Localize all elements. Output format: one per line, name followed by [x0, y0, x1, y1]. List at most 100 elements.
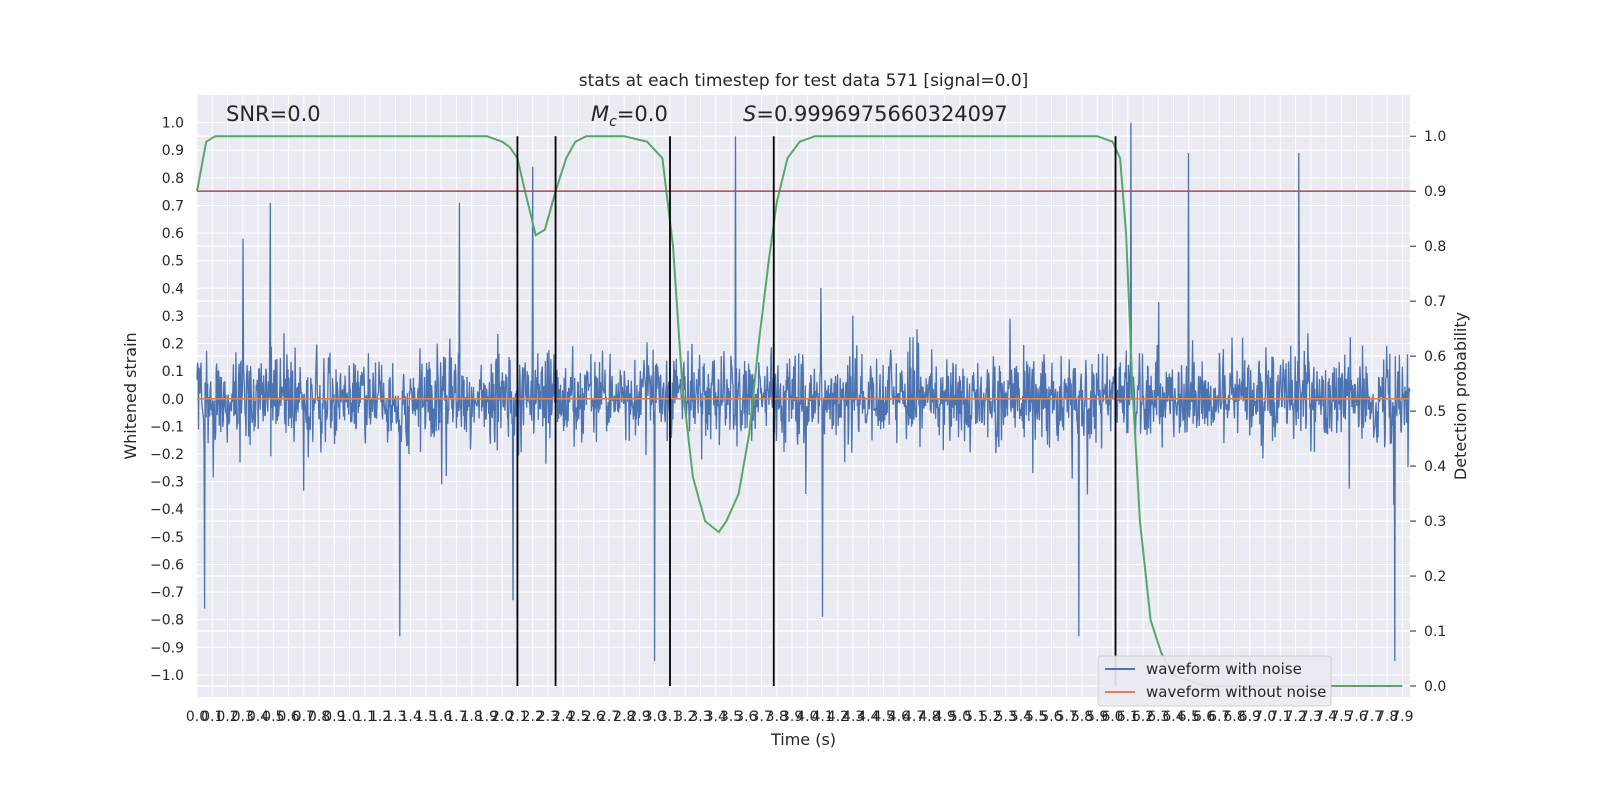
annotation-score-symbol: S — [743, 102, 756, 126]
x-tick-label: 2.3 — [537, 709, 559, 725]
x-tick-label: 0.5 — [262, 709, 284, 725]
x-tick-label: 4.2 — [827, 709, 849, 725]
y-tick-label-left: 0.6 — [162, 226, 184, 242]
x-axis-label: Time (s) — [770, 730, 836, 749]
x-tick-label: 7.5 — [1330, 709, 1352, 725]
y-tick-label-left: −0.8 — [150, 613, 184, 629]
axes: 0.00.10.20.30.40.50.60.70.80.91.01.11.21… — [150, 116, 1446, 725]
annotation-chirp-mass-subscript: c — [609, 114, 617, 130]
x-tick-label: 0.8 — [308, 709, 330, 725]
x-tick-label: 2.1 — [506, 709, 528, 725]
y-tick-label-left: −0.1 — [150, 419, 184, 435]
legend-box — [1097, 655, 1332, 707]
legend: waveform with noise waveform without noi… — [1097, 655, 1332, 707]
y-tick-label-right: 0.5 — [1424, 404, 1446, 420]
x-tick-label: 7.6 — [1345, 709, 1367, 725]
y-tick-label-right: 0.0 — [1424, 679, 1446, 695]
y-tick-label-left: 0.7 — [162, 198, 184, 214]
x-tick-label: 4.6 — [888, 709, 910, 725]
y-tick-label-left: 0.1 — [162, 364, 184, 380]
y-tick-label-left: −0.6 — [150, 557, 184, 573]
y-tick-label-left: 0.8 — [162, 171, 184, 187]
x-tick-label: 2.9 — [628, 709, 650, 725]
detection-probability-line — [196, 135, 1403, 687]
x-tick-label: 4.9 — [934, 709, 956, 725]
y-axis-label-right: Detection probability — [1451, 312, 1470, 480]
x-tick-label: 7.3 — [1300, 709, 1322, 725]
x-tick-label: 5.5 — [1025, 709, 1047, 725]
y-tick-label-right: 0.1 — [1424, 624, 1446, 640]
x-tick-label: 1.9 — [476, 709, 498, 725]
x-tick-label: 5.2 — [979, 709, 1001, 725]
x-tick-label: 0.6 — [277, 709, 299, 725]
x-tick-label: 1.1 — [354, 709, 376, 725]
y-tick-label-left: −0.5 — [150, 530, 184, 546]
x-tick-label: 1.4 — [399, 709, 421, 725]
x-tick-label: 7.0 — [1254, 709, 1276, 725]
x-tick-label: 0.3 — [232, 709, 254, 725]
x-tick-label: 3.6 — [735, 709, 757, 725]
x-tick-label: 1.7 — [445, 709, 467, 725]
x-tick-label: 5.4 — [1010, 709, 1032, 725]
y-tick-label-right: 0.4 — [1424, 459, 1446, 475]
x-tick-label: 1.5 — [415, 709, 437, 725]
vertical-markers — [516, 136, 1117, 687]
x-tick-label: 3.4 — [705, 709, 727, 725]
x-tick-label: 1.0 — [338, 709, 360, 725]
x-tick-label: 3.2 — [674, 709, 696, 725]
y-tick-label-right: 0.7 — [1424, 294, 1446, 310]
x-tick-label: 0.4 — [247, 709, 269, 725]
x-tick-label: 7.9 — [1391, 709, 1413, 725]
y-tick-label-left: 0.2 — [162, 337, 184, 353]
x-tick-label: 6.3 — [1147, 709, 1169, 725]
annotation-chirp-mass: Mc=0.0 — [591, 102, 668, 130]
x-tick-label: 3.0 — [644, 709, 666, 725]
x-tick-label: 7.2 — [1284, 709, 1306, 725]
y-tick-label-left: −0.9 — [150, 640, 184, 656]
x-tick-label: 6.1 — [1117, 709, 1139, 725]
x-tick-label: 1.8 — [461, 709, 483, 725]
series-layer — [196, 135, 1410, 687]
x-tick-label: 3.8 — [766, 709, 788, 725]
y-tick-label-left: 0.5 — [162, 254, 184, 270]
y-tick-label-left: 0.4 — [162, 281, 184, 297]
x-tick-label: 5.0 — [949, 709, 971, 725]
x-tick-label: 5.9 — [1086, 709, 1108, 725]
x-tick-label: 5.6 — [1040, 709, 1062, 725]
x-tick-label: 7.7 — [1361, 709, 1383, 725]
x-tick-label: 2.2 — [522, 709, 544, 725]
y-tick-label-left: −1.0 — [150, 668, 184, 684]
y-tick-label-left: 0.9 — [162, 143, 184, 159]
x-tick-label: 3.9 — [781, 709, 803, 725]
x-tick-label: 7.4 — [1315, 709, 1337, 725]
y-tick-label-right: 0.2 — [1424, 569, 1446, 585]
x-tick-label: 1.2 — [369, 709, 391, 725]
x-tick-label: 3.5 — [720, 709, 742, 725]
x-tick-label: 3.7 — [750, 709, 772, 725]
x-tick-label: 1.3 — [384, 709, 406, 725]
x-tick-label: 3.1 — [659, 709, 681, 725]
x-tick-label: 5.3 — [995, 709, 1017, 725]
y-tick-label-right: 0.9 — [1424, 184, 1446, 200]
y-tick-label-left: 0.0 — [162, 392, 184, 408]
x-tick-label: 4.4 — [857, 709, 879, 725]
chart-title: stats at each timestep for test data 571… — [579, 71, 1029, 91]
x-tick-label: 0.1 — [201, 709, 223, 725]
x-tick-label: 4.3 — [842, 709, 864, 725]
y-tick-label-left: 1.0 — [162, 116, 184, 132]
annotation-chirp-mass-value: =0.0 — [617, 102, 668, 126]
y-tick-label-left: −0.2 — [150, 447, 184, 463]
x-tick-label: 2.7 — [598, 709, 620, 725]
x-tick-label: 4.0 — [796, 709, 818, 725]
x-tick-label: 6.8 — [1223, 709, 1245, 725]
x-tick-label: 4.5 — [872, 709, 894, 725]
y-tick-label-right: 0.3 — [1424, 514, 1446, 530]
x-tick-label: 4.7 — [903, 709, 925, 725]
x-tick-label: 5.7 — [1056, 709, 1078, 725]
waveform-with-noise-line — [196, 122, 1411, 662]
legend-label-waveform-without-noise: waveform without noise — [1146, 683, 1326, 701]
x-tick-label: 6.4 — [1162, 709, 1184, 725]
y-tick-label-left: −0.7 — [150, 585, 184, 601]
